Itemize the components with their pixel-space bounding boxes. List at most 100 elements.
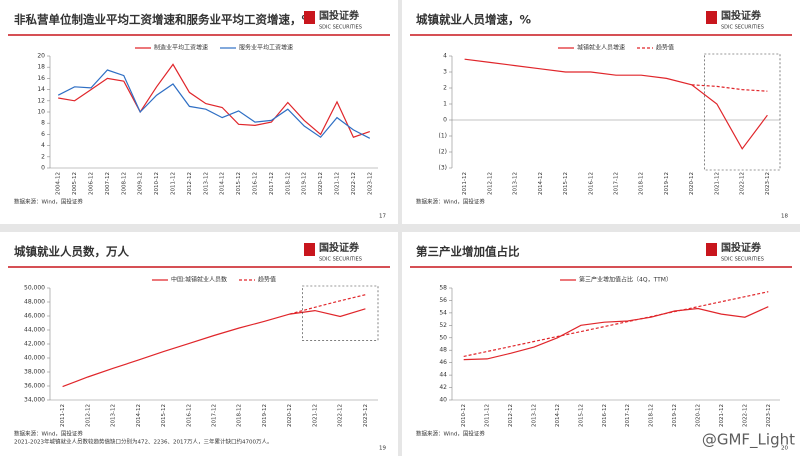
x-tick-label: 2015-12 xyxy=(236,172,242,195)
y-tick-label: 50 xyxy=(439,334,447,341)
y-tick-label: 38,000 xyxy=(24,369,45,376)
y-tick-label: 40,000 xyxy=(24,355,45,362)
series-line xyxy=(57,69,371,139)
x-tick-label: 2020-12 xyxy=(287,404,293,427)
slide-title: 城镇就业人员数，万人 xyxy=(14,245,129,259)
y-tick-label: 6 xyxy=(41,131,45,138)
x-tick-label: 2022-12 xyxy=(338,404,344,427)
series-line xyxy=(463,306,769,361)
y-tick-label: 2 xyxy=(41,153,45,160)
x-tick-label: 2020-12 xyxy=(318,172,324,195)
x-tick-label: 2019-12 xyxy=(664,172,670,195)
y-tick-label: 4 xyxy=(443,53,447,60)
legend: 中国:城镇就业人员数 趋势值 xyxy=(151,276,276,284)
x-tick-label: 2009-12 xyxy=(138,172,144,195)
x-tick-label: 2015-12 xyxy=(563,172,569,195)
slide-title: 第三产业增加值占比 xyxy=(416,245,520,259)
x-tick-label: 2013-12 xyxy=(532,404,538,427)
y-tick-label: 52 xyxy=(439,322,447,329)
x-tick-label: 2016-12 xyxy=(186,404,192,427)
highlight-box xyxy=(302,285,379,341)
slide-background xyxy=(402,0,800,224)
y-tick-label: 0 xyxy=(443,117,447,124)
y-tick-label: 0 xyxy=(41,165,45,172)
x-tick-label: 2020-12 xyxy=(689,172,695,195)
logo-icon xyxy=(706,243,717,256)
x-tick-label: 2023-12 xyxy=(765,172,771,195)
x-tick-label: 2012-12 xyxy=(487,172,493,195)
slide: 城镇就业人员数，万人 国投证券 SDIC SECURITIES 34,000 36,00… xyxy=(0,232,398,456)
page-number: 19 xyxy=(379,446,386,452)
logo-en: SDIC SECURITIES xyxy=(319,257,362,263)
slide-background xyxy=(0,232,398,456)
x-tick-label: 2011-12 xyxy=(60,404,66,427)
page-number: 20 xyxy=(781,446,788,452)
y-tick-label: 56 xyxy=(439,297,447,304)
x-tick-label: 2015-12 xyxy=(578,404,584,427)
x-tick-label: 2016-12 xyxy=(588,172,594,195)
x-tick-label: 2022-12 xyxy=(740,172,746,195)
y-tick-label: 50,000 xyxy=(24,285,45,292)
x-tick-label: 2023-12 xyxy=(766,404,772,427)
x-tick-label: 2014-12 xyxy=(136,404,142,427)
series-line xyxy=(58,63,370,138)
x-tick-label: 2017-12 xyxy=(269,172,275,195)
x-tick-label: 2021-12 xyxy=(335,172,341,195)
source: 数据来源：Wind，国投证券 xyxy=(416,430,485,438)
series-line xyxy=(62,308,366,388)
y-tick-label: 46,000 xyxy=(24,313,45,320)
source: 数据来源：Wind，国投证券 xyxy=(416,198,485,206)
highlight-box xyxy=(704,53,781,171)
x-tick-label: 2010-12 xyxy=(461,404,467,427)
logo-name: 国投证券 xyxy=(319,241,360,254)
x-tick-label: 2011-12 xyxy=(171,172,177,195)
legend-label: 趋势值 xyxy=(656,44,674,52)
y-tick-label: 54 xyxy=(439,309,447,316)
x-tick-label: 2021-12 xyxy=(719,404,725,427)
logo-en: SDIC SECURITIES xyxy=(721,25,764,31)
legend: 制造业平均工资增速 服务业平均工资增速 xyxy=(134,44,293,52)
y-tick-label: 46 xyxy=(439,359,447,366)
legend-label: 中国:城镇就业人员数 xyxy=(171,276,227,284)
legend-label: 服务业平均工资增速 xyxy=(239,44,293,52)
y-tick-label: 20 xyxy=(37,53,45,60)
y-tick-label: 4 xyxy=(41,142,45,149)
x-tick-label: 2016-12 xyxy=(602,404,608,427)
x-tick-label: 2011-12 xyxy=(485,404,491,427)
x-tick-label: 2014-12 xyxy=(538,172,544,195)
y-tick-label: 48 xyxy=(439,347,447,354)
y-tick-label: 44 xyxy=(439,372,447,379)
series-line xyxy=(289,294,366,315)
y-tick-label: 18 xyxy=(37,64,45,71)
y-tick-label: 8 xyxy=(41,120,45,127)
legend-label: 制造业平均工资增速 xyxy=(154,44,208,52)
x-tick-label: 2018-12 xyxy=(237,404,243,427)
slide: 非私营单位制造业平均工资增速和服务业平均工资增速，% 国投证券 SDIC SECUR… xyxy=(0,0,398,224)
x-tick-label: 2012-12 xyxy=(85,404,91,427)
x-tick-label: 2014-12 xyxy=(220,172,226,195)
y-tick-label: 34,000 xyxy=(24,397,45,404)
x-tick-label: 2023-12 xyxy=(367,172,373,195)
x-tick-label: 2022-12 xyxy=(742,404,748,427)
x-tick-label: 2016-12 xyxy=(253,172,259,195)
x-tick-label: 2013-12 xyxy=(513,172,519,195)
x-tick-label: 2018-12 xyxy=(639,172,645,195)
x-tick-label: 2007-12 xyxy=(105,172,111,195)
x-tick-label: 2017-12 xyxy=(212,404,218,427)
series-line xyxy=(464,58,768,150)
page-number: 17 xyxy=(379,214,386,220)
x-tick-label: 2005-12 xyxy=(72,172,78,195)
page-number: 18 xyxy=(781,214,788,220)
y-tick-label: 42 xyxy=(439,384,447,391)
legend-label: 第三产业增加值占比（4Q，TTM） xyxy=(579,276,672,284)
logo-name: 国投证券 xyxy=(721,241,762,254)
y-tick-label: 44,000 xyxy=(24,327,45,334)
y-tick-label: 58 xyxy=(439,285,447,292)
x-tick-label: 2018-12 xyxy=(649,404,655,427)
y-tick-label: 42,000 xyxy=(24,341,45,348)
slide-title: 非私营单位制造业平均工资增速和服务业平均工资增速，% xyxy=(14,13,313,27)
logo-icon xyxy=(706,11,717,24)
x-tick-label: 2013-12 xyxy=(111,404,117,427)
